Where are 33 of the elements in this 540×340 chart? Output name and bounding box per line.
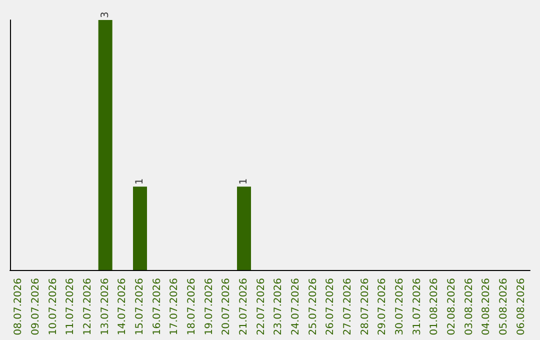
data-label: 1 [238,178,250,185]
x-tick-label: 24.07.2026 [290,278,302,336]
x-tick-label: 29.07.2026 [377,278,388,336]
x-tick-label: 21.07.2026 [238,278,250,336]
x-tick-label: 12.07.2026 [82,278,94,336]
x-tick-label: 22.07.2026 [256,278,267,336]
x-tick-label: 31.07.2026 [412,278,423,336]
x-tick-label: 27.07.2026 [342,278,354,336]
data-label: 3 [100,12,111,18]
x-tick-label: 20.07.2026 [221,278,232,336]
x-tick-label: 09.07.2026 [30,278,42,336]
x-tick-label: 05.08.2026 [498,278,510,336]
x-tick-label: 19.07.2026 [204,278,215,336]
x-tick-label: 06.08.2026 [516,278,527,336]
x-tick-label: 26.07.2026 [325,278,336,336]
x-tick-label: 02.08.2026 [446,278,458,336]
data-label: 1 [134,178,146,185]
x-tick-label: 15.07.2026 [134,278,146,336]
x-tick-label: 08.07.2026 [13,278,24,336]
x-tick-label: 04.08.2026 [481,278,492,336]
x-tick-label: 10.07.2026 [48,278,59,336]
x-tick-label: 16.07.2026 [152,278,163,336]
x-tick-label: 23.07.2026 [273,278,284,336]
x-tick-label: 01.08.2026 [429,278,440,336]
x-tick-label: 14.07.2026 [117,278,128,336]
x-tick-label: 03.08.2026 [464,278,475,336]
x-tick-label: 25.07.2026 [308,278,319,336]
x-tick-label: 13.07.2026 [100,278,111,336]
x-tick-label: 11.07.2026 [65,278,76,336]
x-tick-label: 17.07.2026 [169,278,180,336]
x-tick-label: 18.07.2026 [186,278,198,336]
x-tick-label: 30.07.2026 [394,278,406,336]
x-tick-label: 28.07.2026 [360,278,371,336]
